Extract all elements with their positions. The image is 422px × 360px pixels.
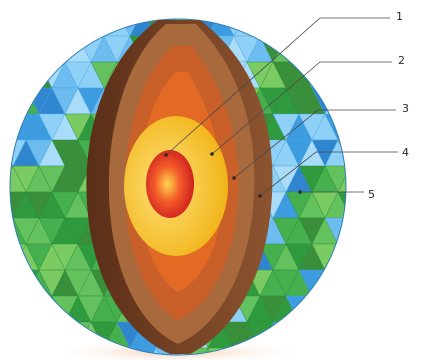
land-facet (10, 243, 27, 271)
land-facet (298, 35, 326, 63)
ocean-facet (311, 347, 339, 355)
ocean-facet (337, 269, 346, 297)
callout-2: 2 (398, 54, 405, 67)
ocean-facet (77, 19, 105, 37)
ocean-facet (311, 321, 339, 349)
ocean-facet (311, 295, 339, 323)
land-facet (25, 295, 53, 323)
land-facet (337, 191, 346, 219)
land-facet (285, 35, 313, 63)
leader-dot-1 (164, 153, 168, 157)
leader-dot-4 (258, 194, 262, 198)
callout-3: 3 (402, 102, 409, 115)
land-facet (324, 19, 346, 37)
ocean-facet (324, 269, 346, 297)
land-facet (10, 295, 27, 323)
ocean-facet (10, 113, 14, 141)
ocean-facet (298, 321, 326, 349)
ocean-facet (337, 113, 346, 141)
ocean-facet (351, 244, 377, 270)
callout-4: 4 (402, 146, 409, 159)
land-facet (12, 19, 40, 37)
ocean-facet (351, 296, 377, 322)
land-facet (337, 321, 346, 349)
leader-line-1 (165, 17, 390, 156)
land-facet (337, 165, 346, 193)
land-facet (351, 348, 377, 360)
globe-outline (9, 18, 347, 356)
land-facet (10, 217, 14, 245)
land-facet (12, 295, 40, 323)
leader-dot-2 (210, 152, 214, 156)
land-facet (10, 321, 14, 349)
land-facet (285, 19, 313, 37)
land-facet (10, 61, 14, 89)
ocean-facet (285, 321, 313, 349)
leader-line-2 (211, 61, 392, 155)
ocean-facet (233, 19, 261, 37)
land-facet (25, 347, 53, 355)
land-facet (298, 19, 326, 37)
ocean-facet (324, 295, 346, 323)
leader-line-3 (233, 109, 396, 179)
leader-lines (165, 17, 398, 197)
ocean-facet (337, 295, 346, 323)
ocean-facet (324, 347, 346, 355)
land-facet (38, 35, 66, 63)
ocean-facet (64, 19, 92, 37)
land-facet (12, 321, 40, 349)
land-facet (272, 19, 300, 37)
land-facet (12, 35, 40, 63)
leader-dot-3 (232, 176, 236, 180)
leader-dot-5 (298, 190, 302, 194)
land-facet (10, 269, 14, 297)
land-facet (25, 61, 53, 89)
leader-dots (164, 152, 302, 198)
ocean-facet (259, 19, 287, 37)
callout-1: 1 (396, 10, 403, 23)
land-facet (10, 321, 27, 349)
land-facet (351, 140, 377, 166)
callout-5: 5 (368, 188, 375, 201)
cutaway (86, 20, 273, 354)
ocean-facet (351, 36, 377, 62)
leader-line-4 (259, 151, 398, 197)
ocean-facet (246, 19, 274, 37)
land-facet (337, 19, 346, 37)
land-facet (324, 35, 346, 63)
land-facet (25, 19, 53, 37)
land-facet (51, 321, 79, 349)
land-facet (51, 19, 79, 37)
land-facet (12, 347, 40, 355)
land-facet (12, 61, 40, 89)
land-facet (12, 269, 40, 297)
ocean-facet (337, 243, 346, 271)
land-facet (38, 321, 66, 349)
land-facet (10, 19, 27, 37)
land-facet (10, 35, 27, 63)
land-facet (324, 321, 346, 349)
inner-core-layer (146, 150, 194, 218)
land-facet (337, 347, 346, 355)
ocean-facet (103, 19, 131, 37)
land-facet (10, 19, 14, 37)
land-facet (25, 35, 53, 63)
ocean-facet (324, 61, 346, 89)
land-facet (311, 35, 339, 63)
land-facet (38, 19, 66, 37)
land-facet (311, 19, 339, 37)
ocean-facet (337, 35, 346, 63)
land-facet (10, 347, 27, 355)
land-facet (25, 321, 53, 349)
ocean-facet (337, 61, 346, 89)
land-facet (10, 61, 27, 89)
land-facet (10, 269, 27, 297)
ocean-facet (272, 321, 300, 349)
land-facet (10, 87, 27, 115)
